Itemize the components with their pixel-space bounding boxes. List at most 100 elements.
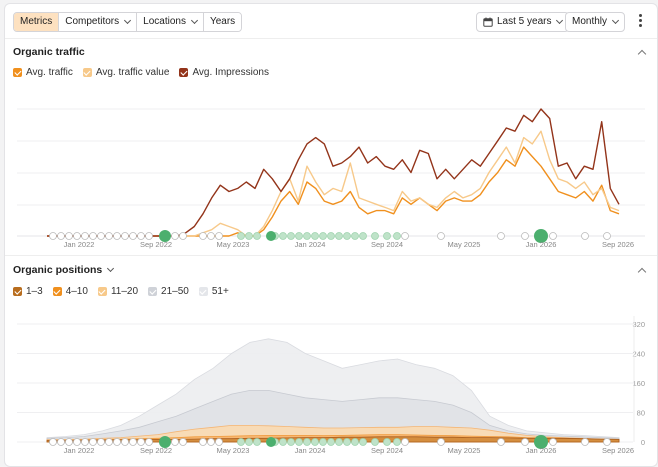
annotation-marker — [81, 232, 89, 240]
annotation-marker-large — [159, 230, 171, 242]
chevron-down-icon — [107, 264, 115, 273]
collapse-positions-icon[interactable] — [637, 267, 647, 277]
annotation-marker — [65, 232, 73, 240]
annotation-marker — [137, 232, 145, 240]
legend-pos-51-plus[interactable]: 51+ — [198, 286, 229, 297]
legend-pos-21-50[interactable]: 21–50 — [148, 286, 189, 297]
annotation-marker — [335, 232, 343, 240]
y-tick-label: 240 — [632, 350, 645, 359]
annotation-marker — [279, 232, 287, 240]
annotation-marker — [73, 438, 81, 446]
view-switcher: Metrics Competitors Locations Years — [13, 12, 243, 32]
annotation-marker — [49, 438, 57, 446]
organic-positions-chart: 0 80 160 240 320 Jan 2022 Sep 2022 May 2023 Jan … — [17, 316, 645, 455]
annotation-marker — [73, 232, 81, 240]
annotation-marker — [311, 232, 319, 240]
x-tick-label: Sep 2022 — [140, 240, 172, 249]
legend-avg-traffic-value[interactable]: Avg. traffic value — [82, 67, 169, 78]
x-tick-label: Sep 2022 — [140, 446, 172, 455]
legend-avg-traffic[interactable]: Avg. traffic — [13, 67, 73, 78]
annotation-marker — [207, 438, 215, 446]
annotation-marker — [603, 232, 611, 240]
annotation-marker — [393, 232, 401, 240]
annotation-marker — [57, 232, 65, 240]
checkbox-icon — [13, 287, 22, 296]
chevron-down-icon — [190, 16, 198, 25]
annotation-marker — [319, 232, 327, 240]
annotation-marker — [145, 438, 153, 446]
legend-pos-1-3[interactable]: 1–3 — [13, 286, 43, 297]
annotation-marker — [401, 438, 409, 446]
annotation-marker — [113, 232, 121, 240]
x-tick-label: Jan 2026 — [526, 240, 557, 249]
annotation-marker — [145, 232, 153, 240]
x-tick-label: Sep 2024 — [371, 240, 403, 249]
annotation-marker-large — [159, 436, 171, 448]
annotation-marker — [57, 438, 65, 446]
annotation-marker — [303, 232, 311, 240]
x-tick-label: Jan 2026 — [526, 446, 557, 455]
annotation-marker — [287, 438, 295, 446]
annotation-marker — [549, 438, 557, 446]
x-tick-label: Jan 2024 — [295, 240, 326, 249]
x-tick-label: May 2023 — [217, 446, 250, 455]
x-tick-label: Sep 2026 — [602, 446, 634, 455]
annotation-marker — [89, 438, 97, 446]
legend-pos-11-20[interactable]: 11–20 — [97, 286, 138, 297]
annotation-marker — [383, 438, 391, 446]
annotation-marker — [49, 232, 57, 240]
annotation-marker — [371, 232, 379, 240]
annotation-marker — [215, 438, 223, 446]
annotation-marker — [401, 232, 409, 240]
annotation-marker — [343, 438, 351, 446]
more-options-icon[interactable] — [639, 14, 643, 29]
annotation-marker — [581, 438, 589, 446]
annotation-marker — [437, 438, 445, 446]
annotation-marker — [237, 232, 245, 240]
organic-traffic-title: Organic traffic — [13, 46, 85, 58]
annotation-marker — [303, 438, 311, 446]
tab-locations[interactable]: Locations — [137, 13, 204, 31]
annotation-marker — [199, 438, 207, 446]
y-tick-label: 80 — [637, 409, 645, 418]
y-tick-label: 0 — [641, 438, 645, 447]
annotation-marker — [359, 438, 367, 446]
annotation-marker — [437, 232, 445, 240]
legend-avg-impressions[interactable]: Avg. Impressions — [179, 67, 269, 78]
chevron-down-icon — [611, 16, 620, 25]
x-tick-label: Jan 2024 — [295, 446, 326, 455]
checkbox-icon — [148, 287, 158, 296]
annotation-marker-large — [534, 435, 548, 449]
checkbox-icon — [82, 68, 92, 77]
annotation-marker — [171, 232, 179, 240]
annotation-marker — [603, 438, 611, 446]
organic-positions-title[interactable]: Organic positions — [13, 264, 115, 276]
checkbox-icon — [179, 68, 189, 77]
tab-years[interactable]: Years — [203, 13, 242, 31]
annotation-marker — [549, 232, 557, 240]
tab-metrics[interactable]: Metrics — [14, 13, 60, 31]
section-divider — [5, 255, 657, 256]
annotation-marker — [371, 438, 379, 446]
annotation-marker — [81, 438, 89, 446]
calendar-icon — [483, 17, 493, 27]
annotation-marker — [383, 232, 391, 240]
tab-competitors[interactable]: Competitors — [59, 13, 138, 31]
annotation-marker — [215, 232, 223, 240]
granularity-button[interactable]: Monthly — [565, 12, 626, 32]
annotation-marker — [179, 438, 187, 446]
legend-pos-4-10[interactable]: 4–10 — [52, 286, 88, 297]
traffic-legend: Avg. traffic Avg. traffic value Avg. Imp… — [13, 67, 269, 78]
annotation-marker — [129, 232, 137, 240]
checkbox-icon — [97, 287, 107, 296]
collapse-traffic-icon[interactable] — [637, 49, 647, 59]
x-tick-label: May 2025 — [448, 240, 481, 249]
annotation-marker — [327, 438, 335, 446]
annotation-marker — [279, 438, 287, 446]
annotation-marker — [295, 438, 303, 446]
annotation-marker — [89, 232, 97, 240]
annotation-marker — [245, 438, 253, 446]
annotation-marker — [105, 438, 113, 446]
annotation-marker — [237, 438, 245, 446]
date-range-button[interactable]: Last 5 years — [476, 12, 570, 32]
